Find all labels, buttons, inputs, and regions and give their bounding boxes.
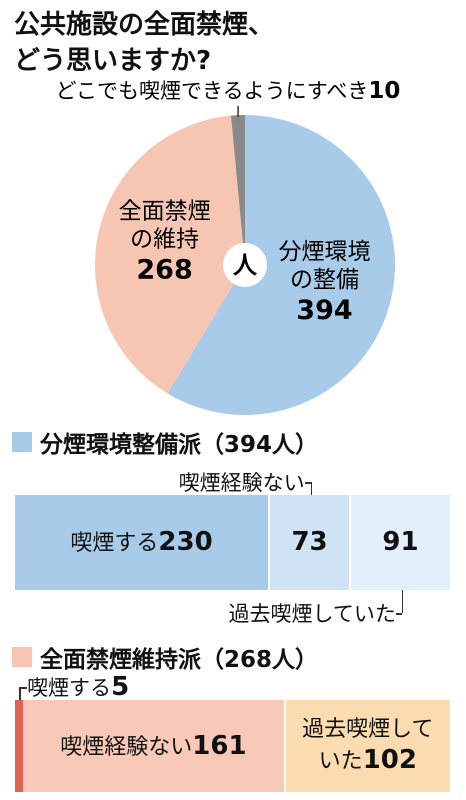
- segment-label: 過去喫煙していた: [228, 602, 396, 626]
- segment-label: 喫煙する: [70, 531, 159, 557]
- bar-segment: 73: [270, 495, 352, 590]
- segment-label: 喫煙経験ない: [60, 734, 193, 760]
- segment-value: 102: [362, 744, 417, 775]
- slice-label-line: 分煙環境: [278, 239, 370, 265]
- bar-heading: 全面禁煙維持派（268人）: [12, 640, 318, 674]
- heading-text: 分煙環境整備派（394人）: [40, 432, 319, 458]
- slice-label-line: の維持: [130, 227, 199, 253]
- bar-segment: 喫煙する230: [15, 495, 271, 590]
- slice-label: どこでも喫煙できるようにすべき10: [56, 78, 401, 104]
- segment-value: 91: [382, 527, 419, 558]
- leader-line: [304, 482, 311, 484]
- segment-label: 過去喫煙していた: [302, 717, 434, 774]
- outside-label: 喫煙する5: [27, 672, 129, 702]
- slice-value: 268: [136, 255, 192, 286]
- leader-line: [19, 687, 21, 700]
- pie-slice: [230, 115, 245, 265]
- pie-slice: [95, 115, 245, 394]
- segment-value: 73: [291, 527, 328, 558]
- slice-value: 394: [296, 295, 352, 326]
- title-line: 公共施設の全面禁煙、: [14, 10, 275, 40]
- slice-label-line: 全面禁煙: [119, 199, 211, 225]
- slice-label: 全面禁煙の維持 268: [119, 199, 211, 286]
- segment-label: 喫煙経験ない: [178, 471, 305, 495]
- segment-label: 喫煙する: [27, 676, 112, 700]
- leader-line: [395, 613, 402, 615]
- bar-segment: 過去喫煙していた102: [285, 700, 452, 792]
- bar-segment: 喫煙経験ない161: [23, 700, 286, 792]
- heading-swatch: [12, 432, 32, 452]
- segment-value: 5: [111, 672, 130, 702]
- leader-line: [19, 687, 28, 689]
- pie-chart: 分煙環境の整備 394 全面禁煙の維持 268 どこでも喫煙できるようにすべき10 人: [56, 78, 401, 415]
- bar-segment: 91: [351, 495, 452, 590]
- leader-line: [310, 482, 313, 495]
- title-line: どう思いますか?: [14, 46, 212, 76]
- segment-value: 230: [158, 527, 213, 558]
- slice-label-line: どこでも喫煙できるようにすべき: [56, 79, 369, 103]
- bar-heading: 分煙環境整備派（394人）: [12, 425, 318, 459]
- slice-label: 分煙環境の整備 394: [278, 239, 370, 326]
- slice-value: 10: [368, 78, 400, 104]
- outside-label: 過去喫煙していた: [229, 598, 396, 628]
- pie-center: [223, 243, 267, 287]
- pie-unit: 人: [232, 251, 258, 279]
- pie-slice: [167, 115, 395, 415]
- heading-text: 全面禁煙維持派（268人）: [40, 647, 319, 673]
- leader-line: [401, 590, 404, 613]
- outside-label: 喫煙経験ない: [179, 467, 305, 497]
- slice-label-line: の整備: [290, 267, 359, 293]
- heading-swatch: [12, 647, 32, 667]
- segment-value: 161: [192, 730, 247, 761]
